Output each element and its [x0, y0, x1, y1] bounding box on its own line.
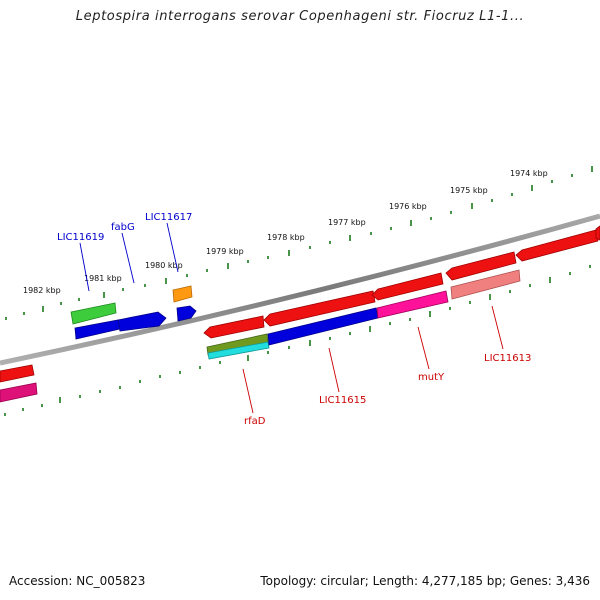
gene-muty[interactable] — [376, 290, 449, 319]
kbp-label: 1978 kbp — [267, 233, 305, 242]
reverse-strand-genes — [0, 225, 600, 403]
gene-muty-top[interactable] — [371, 272, 444, 301]
kbp-label: 1979 kbp — [206, 247, 244, 256]
gene-right-a[interactable] — [515, 229, 599, 262]
gene-lic11615-top[interactable] — [263, 290, 376, 327]
gene-label-lic11615: LIC11615 — [319, 395, 366, 406]
gene-label-lic11617: LIC11617 — [145, 212, 192, 223]
kbp-label: 1976 kbp — [389, 202, 427, 211]
kbp-label: 1974 kbp — [510, 169, 548, 178]
kbp-label: 1982 kbp — [23, 286, 61, 295]
gene-rfad-top[interactable] — [203, 315, 265, 339]
accession-text: Accession: NC_005823 — [9, 574, 146, 588]
kbp-label: 1975 kbp — [450, 186, 488, 195]
gene-lic11617[interactable] — [172, 285, 193, 303]
gene-label-muty: mutY — [418, 372, 445, 383]
gene-right-b[interactable] — [595, 225, 600, 241]
map-title: Leptospira interrogans serovar Copenhage… — [75, 9, 525, 24]
outer-tick-track — [5, 166, 593, 320]
label-leaders — [79, 222, 504, 414]
gene-lic11619[interactable] — [70, 302, 117, 325]
gene-lic11613[interactable] — [450, 269, 521, 300]
gene-left-b[interactable] — [0, 382, 38, 403]
gene-label-lic11613: LIC11613 — [484, 353, 531, 364]
gene-fabg[interactable] — [117, 311, 167, 332]
genome-summary-text: Topology: circular; Length: 4,277,185 bp… — [260, 574, 590, 588]
inner-tick-track — [4, 265, 591, 416]
kbp-label: 1981 kbp — [84, 274, 122, 283]
gene-label-rfad: rfaD — [244, 416, 266, 427]
kbp-label: 1977 kbp — [328, 218, 366, 227]
gene-label-fabg: fabG — [111, 222, 135, 233]
gene-left-a[interactable] — [0, 364, 35, 383]
gene-lic11617-lower[interactable] — [176, 305, 197, 322]
genome-backbone — [0, 213, 600, 366]
gene-rfad-cyan[interactable] — [207, 341, 270, 360]
gene-lic11613-top[interactable] — [445, 251, 517, 281]
kbp-label: 1980 kbp — [145, 261, 183, 270]
gene-label-lic11619: LIC11619 — [57, 232, 104, 243]
forward-strand-genes — [70, 285, 197, 340]
